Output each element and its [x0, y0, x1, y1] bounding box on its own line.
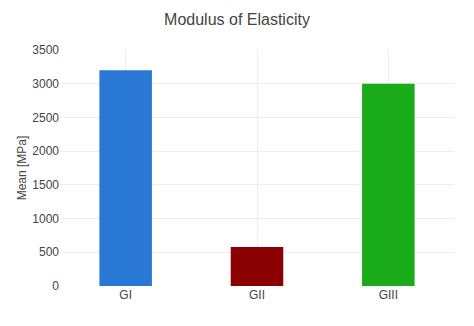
svg-text:GII: GII: [249, 288, 265, 302]
svg-text:2500: 2500: [32, 111, 59, 125]
svg-text:3000: 3000: [32, 77, 59, 91]
svg-text:Mean [MPa]: Mean [MPa]: [15, 136, 29, 201]
svg-text:3500: 3500: [32, 43, 59, 57]
svg-text:GIII: GIII: [379, 288, 398, 302]
svg-text:GI: GI: [119, 288, 132, 302]
svg-text:Modulus of Elasticity: Modulus of Elasticity: [164, 11, 310, 28]
svg-text:1500: 1500: [32, 178, 59, 192]
svg-text:1000: 1000: [32, 212, 59, 226]
svg-text:2000: 2000: [32, 144, 59, 158]
svg-text:0: 0: [52, 279, 59, 293]
svg-text:500: 500: [39, 245, 59, 259]
